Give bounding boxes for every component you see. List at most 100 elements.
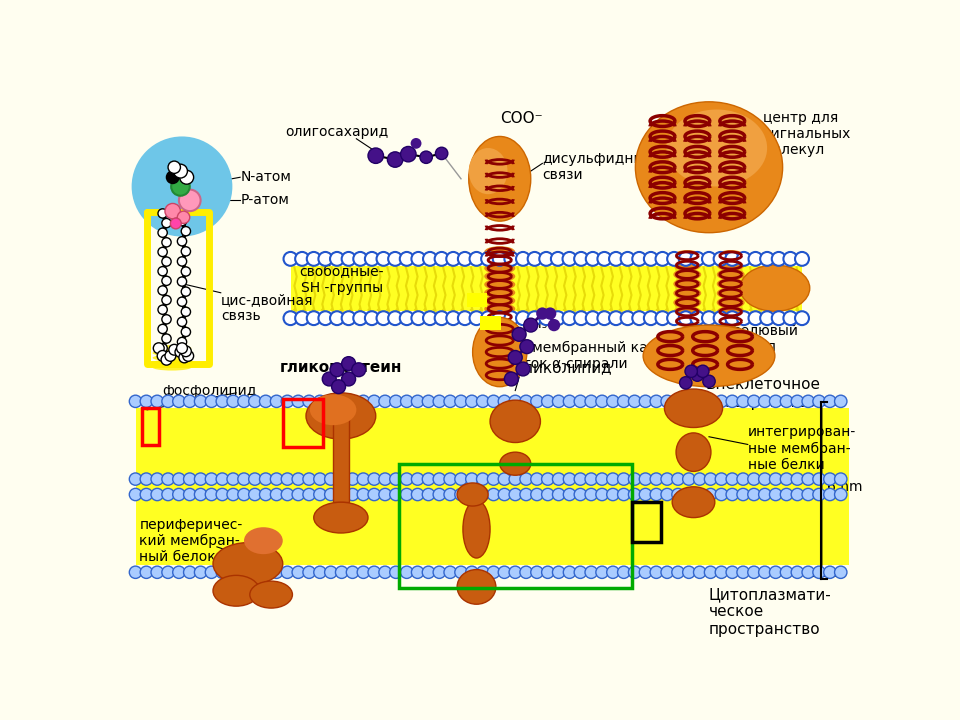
Text: Р-атом: Р-атом <box>240 194 289 207</box>
Circle shape <box>813 395 826 408</box>
Circle shape <box>307 252 321 266</box>
Circle shape <box>574 473 587 485</box>
Circle shape <box>347 488 359 500</box>
Circle shape <box>548 319 561 331</box>
Circle shape <box>390 473 402 485</box>
Ellipse shape <box>153 364 191 371</box>
Circle shape <box>585 473 597 485</box>
Circle shape <box>650 488 662 500</box>
Circle shape <box>181 328 190 336</box>
Text: SH: SH <box>471 295 487 305</box>
Circle shape <box>680 377 692 389</box>
Text: белювый
канал: белювый канал <box>732 323 799 354</box>
Circle shape <box>795 311 809 325</box>
Circle shape <box>488 395 500 408</box>
Circle shape <box>259 488 272 500</box>
Circle shape <box>552 395 564 408</box>
Circle shape <box>597 252 612 266</box>
Circle shape <box>541 488 554 500</box>
Circle shape <box>772 252 785 266</box>
Circle shape <box>158 324 167 333</box>
Circle shape <box>303 488 315 500</box>
Circle shape <box>140 473 153 485</box>
Circle shape <box>162 218 171 228</box>
Ellipse shape <box>490 400 540 443</box>
Circle shape <box>157 351 168 361</box>
Ellipse shape <box>484 279 516 290</box>
Text: 6 nm: 6 nm <box>827 480 862 494</box>
Circle shape <box>813 473 826 485</box>
Text: N-атом: N-атом <box>240 170 291 184</box>
Circle shape <box>161 354 172 365</box>
Circle shape <box>171 177 190 196</box>
Ellipse shape <box>484 246 516 258</box>
Circle shape <box>596 395 609 408</box>
Circle shape <box>307 311 321 325</box>
Circle shape <box>492 311 507 325</box>
Circle shape <box>433 395 445 408</box>
Circle shape <box>672 473 684 485</box>
Circle shape <box>178 318 186 326</box>
Circle shape <box>476 473 489 485</box>
Circle shape <box>400 488 413 500</box>
Circle shape <box>466 473 478 485</box>
Circle shape <box>353 252 368 266</box>
Circle shape <box>158 228 167 238</box>
Circle shape <box>760 252 774 266</box>
Ellipse shape <box>153 350 191 356</box>
Circle shape <box>283 311 298 325</box>
Text: интегрирован-
ные мембран-
ные белки: интегрирован- ные мембран- ные белки <box>748 426 856 472</box>
Circle shape <box>644 311 658 325</box>
Text: цис-двойная
связь: цис-двойная связь <box>221 293 313 323</box>
Circle shape <box>783 311 798 325</box>
Circle shape <box>436 147 447 160</box>
Circle shape <box>564 473 576 485</box>
Bar <box>283 399 324 446</box>
Text: COO⁻: COO⁻ <box>500 112 542 127</box>
Circle shape <box>162 295 171 305</box>
Circle shape <box>353 311 368 325</box>
Circle shape <box>528 311 541 325</box>
Circle shape <box>400 395 413 408</box>
Circle shape <box>162 395 175 408</box>
Circle shape <box>791 395 804 408</box>
Circle shape <box>259 566 272 578</box>
Circle shape <box>737 488 750 500</box>
Ellipse shape <box>717 250 745 261</box>
Circle shape <box>281 488 294 500</box>
Circle shape <box>772 311 785 325</box>
Circle shape <box>444 488 456 500</box>
Circle shape <box>715 395 728 408</box>
Circle shape <box>205 488 218 500</box>
Ellipse shape <box>484 287 516 298</box>
Circle shape <box>702 252 716 266</box>
Circle shape <box>585 566 597 578</box>
Circle shape <box>271 473 283 485</box>
Circle shape <box>574 311 588 325</box>
Ellipse shape <box>717 315 745 327</box>
Ellipse shape <box>153 355 191 361</box>
Circle shape <box>195 473 206 485</box>
Circle shape <box>644 252 658 266</box>
Circle shape <box>130 473 142 485</box>
Circle shape <box>586 252 600 266</box>
Circle shape <box>737 395 750 408</box>
Circle shape <box>227 395 239 408</box>
Circle shape <box>824 566 836 578</box>
Circle shape <box>650 473 662 485</box>
Circle shape <box>324 395 337 408</box>
Ellipse shape <box>717 269 745 280</box>
Circle shape <box>181 267 190 276</box>
Circle shape <box>492 252 507 266</box>
Circle shape <box>195 395 206 408</box>
Circle shape <box>780 566 793 578</box>
Circle shape <box>390 488 402 500</box>
Circle shape <box>563 311 576 325</box>
Circle shape <box>330 252 344 266</box>
Circle shape <box>324 488 337 500</box>
Circle shape <box>802 395 814 408</box>
Circle shape <box>158 248 167 256</box>
Circle shape <box>130 566 142 578</box>
Circle shape <box>324 473 337 485</box>
Circle shape <box>180 346 191 356</box>
